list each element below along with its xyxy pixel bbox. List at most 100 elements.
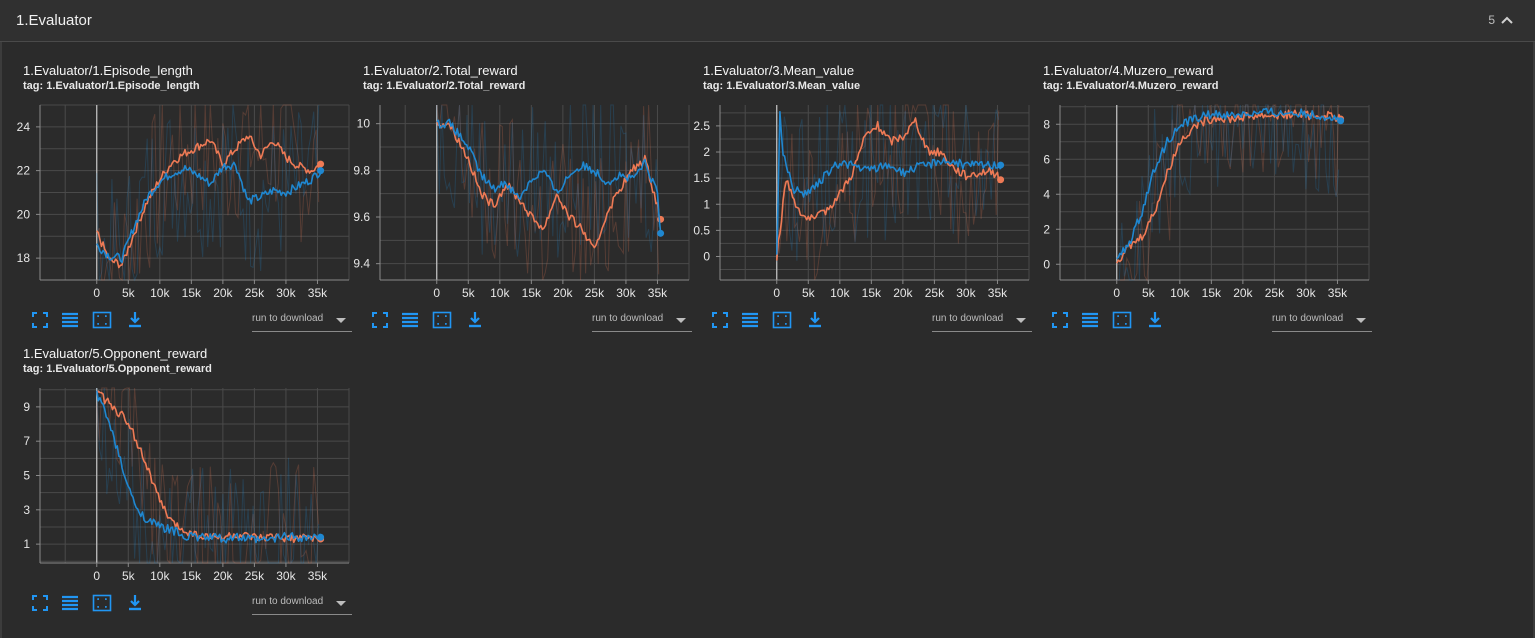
y-tick-label: 9	[23, 400, 30, 414]
line-chart[interactable]: 18 20 22 24 0 5k 10k 15k 20k 25k 30k 35k	[0, 102, 352, 312]
fullscreen-icon[interactable]	[30, 310, 50, 330]
y-tick-label: 1.5	[693, 171, 710, 185]
x-tick-label: 25k	[245, 286, 265, 300]
download-icon[interactable]	[125, 593, 145, 613]
y-tick-label: 9.4	[353, 257, 370, 271]
x-tick-label: 5k	[1142, 286, 1156, 300]
x-tick-label: 20k	[553, 286, 573, 300]
series-line-blue	[96, 390, 322, 544]
data-table-icon[interactable]	[740, 310, 760, 330]
y-tick-label: 9.6	[353, 210, 370, 224]
chart-tag: tag: 1.Evaluator/5.Opponent_reward	[23, 363, 212, 375]
run-to-download-label: run to download	[252, 313, 324, 324]
y-tick-label: 20	[17, 207, 31, 221]
data-table-icon[interactable]	[400, 310, 420, 330]
chart-tag: tag: 1.Evaluator/3.Mean_value	[703, 80, 861, 92]
y-tick-label: 7	[23, 434, 30, 448]
x-tick-label: 20k	[1233, 286, 1253, 300]
raw-trace-orange	[776, 104, 1000, 281]
dropdown-caret-icon	[676, 318, 686, 323]
run-to-download-label: run to download	[252, 596, 324, 607]
raw-trace-orange	[96, 387, 320, 565]
y-tick-label: 1	[23, 537, 30, 551]
chart-title: 1.Evaluator/5.Opponent_reward	[23, 346, 208, 361]
series-end-point-orange	[657, 215, 665, 223]
x-tick-label: 5k	[122, 569, 136, 583]
x-tick-label: 10k	[830, 286, 850, 300]
x-tick-label: 0	[433, 286, 440, 300]
data-table-icon[interactable]	[60, 593, 80, 613]
fit-domain-icon[interactable]	[92, 310, 112, 330]
y-tick-label: 22	[17, 164, 31, 178]
x-tick-label: 0	[93, 286, 100, 300]
section-title: 1.Evaluator	[16, 12, 92, 29]
x-tick-label: 20k	[213, 569, 233, 583]
x-tick-label: 15k	[522, 286, 542, 300]
run-to-download-select[interactable]: run to download	[252, 593, 352, 615]
x-tick-label: 20k	[213, 286, 233, 300]
chart-toolbar: run to download	[30, 310, 360, 332]
fit-domain-icon[interactable]	[92, 593, 112, 613]
run-to-download-select[interactable]: run to download	[592, 310, 692, 332]
x-tick-label: 30k	[956, 286, 976, 300]
section-header[interactable]: 1.Evaluator 5	[0, 0, 1535, 42]
fullscreen-icon[interactable]	[30, 593, 50, 613]
x-tick-label: 5k	[462, 286, 476, 300]
run-to-download-label: run to download	[932, 313, 1004, 324]
data-table-icon[interactable]	[1080, 310, 1100, 330]
download-icon[interactable]	[805, 310, 825, 330]
raw-trace-blue	[1116, 104, 1340, 281]
chevron-up-icon[interactable]	[1499, 12, 1515, 28]
download-icon[interactable]	[1145, 310, 1165, 330]
chart-card-total-reward: 1.Evaluator/2.Total_reward tag: 1.Evaluat…	[340, 42, 692, 332]
line-chart[interactable]: 1 3 5 7 9 0 5k 10k 15k 20k 25k 30k 35k	[0, 385, 352, 595]
y-tick-label: 1	[703, 197, 710, 211]
y-tick-label: 2	[1043, 222, 1050, 236]
series-line-orange	[776, 117, 1002, 261]
run-to-download-select[interactable]: run to download	[932, 310, 1032, 332]
line-chart[interactable]: 9.4 9.6 9.8 10 0 5k 10k 15k 20k 25k 30k 35k	[340, 102, 692, 312]
fit-domain-icon[interactable]	[772, 310, 792, 330]
fullscreen-icon[interactable]	[370, 310, 390, 330]
raw-trace-blue	[96, 104, 320, 282]
x-tick-label: 35k	[1328, 286, 1348, 300]
y-tick-label: 18	[17, 251, 31, 265]
x-tick-label: 20k	[893, 286, 913, 300]
download-icon[interactable]	[125, 310, 145, 330]
fit-domain-icon[interactable]	[1112, 310, 1132, 330]
chart-title: 1.Evaluator/1.Episode_length	[23, 63, 193, 78]
chart-card-mean-value: 1.Evaluator/3.Mean_value tag: 1.Evaluator…	[680, 42, 1032, 332]
fullscreen-icon[interactable]	[710, 310, 730, 330]
raw-trace-orange	[1116, 104, 1340, 282]
y-tick-label: 8	[1043, 117, 1050, 131]
series-end-point-blue	[997, 161, 1005, 169]
x-tick-label: 30k	[276, 569, 296, 583]
series-line-orange	[96, 135, 322, 269]
chart-toolbar: run to download	[710, 310, 1040, 332]
y-tick-label: 2.5	[693, 119, 710, 133]
run-to-download-select[interactable]: run to download	[252, 310, 352, 332]
x-tick-label: 35k	[648, 286, 668, 300]
x-tick-label: 0	[1113, 286, 1120, 300]
line-chart[interactable]: 0 0.5 1 1.5 2 2.5 0 5k 10k 15k 20k 25k 30k 35k	[680, 102, 1032, 312]
series-line-orange	[436, 120, 662, 249]
data-table-icon[interactable]	[60, 310, 80, 330]
run-to-download-select[interactable]: run to download	[1272, 310, 1372, 332]
chart-toolbar: run to download	[1050, 310, 1380, 332]
line-chart[interactable]: 0 2 4 6 8 0 5k 10k 15k 20k 25k 30k 35k	[1020, 102, 1372, 312]
download-icon[interactable]	[465, 310, 485, 330]
series-end-point-orange	[317, 160, 325, 168]
fullscreen-icon[interactable]	[1050, 310, 1070, 330]
x-tick-label: 25k	[1265, 286, 1285, 300]
fit-domain-icon[interactable]	[432, 310, 452, 330]
x-tick-label: 25k	[245, 569, 265, 583]
dropdown-caret-icon	[336, 601, 346, 606]
y-tick-label: 10	[357, 117, 371, 131]
raw-trace-blue	[776, 104, 1000, 262]
x-tick-label: 0	[773, 286, 780, 300]
series-end-point-orange	[997, 176, 1005, 184]
x-tick-label: 30k	[1296, 286, 1316, 300]
y-tick-label: 0	[1043, 257, 1050, 271]
x-tick-label: 0	[93, 569, 100, 583]
x-tick-label: 10k	[490, 286, 510, 300]
